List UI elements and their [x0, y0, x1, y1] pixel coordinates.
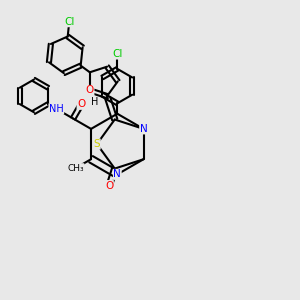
Text: N: N — [140, 124, 147, 134]
Text: N: N — [113, 169, 121, 179]
Text: O: O — [77, 99, 85, 109]
Text: O: O — [86, 85, 94, 95]
Text: H: H — [92, 98, 99, 107]
Text: NH: NH — [49, 104, 64, 114]
Text: CH₃: CH₃ — [67, 164, 84, 172]
Text: S: S — [94, 139, 100, 149]
Text: Cl: Cl — [112, 49, 122, 59]
Text: Cl: Cl — [64, 17, 74, 27]
Text: O: O — [105, 181, 113, 190]
